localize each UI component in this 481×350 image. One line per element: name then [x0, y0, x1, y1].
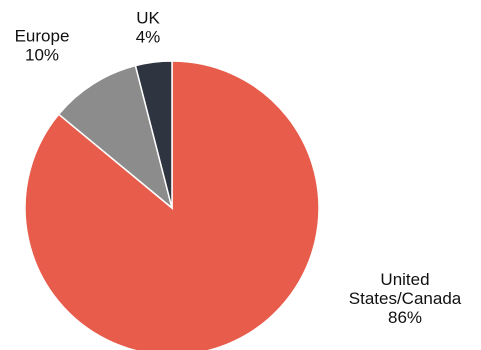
- slice-label-europe: Europe 10%: [15, 27, 70, 65]
- slice-label-united-states-canada: United States/Canada 86%: [349, 270, 462, 327]
- slice-label-uk: UK 4%: [136, 9, 161, 47]
- pie-slice-europe: [57, 64, 174, 211]
- pie-slice-uk: [134, 60, 173, 209]
